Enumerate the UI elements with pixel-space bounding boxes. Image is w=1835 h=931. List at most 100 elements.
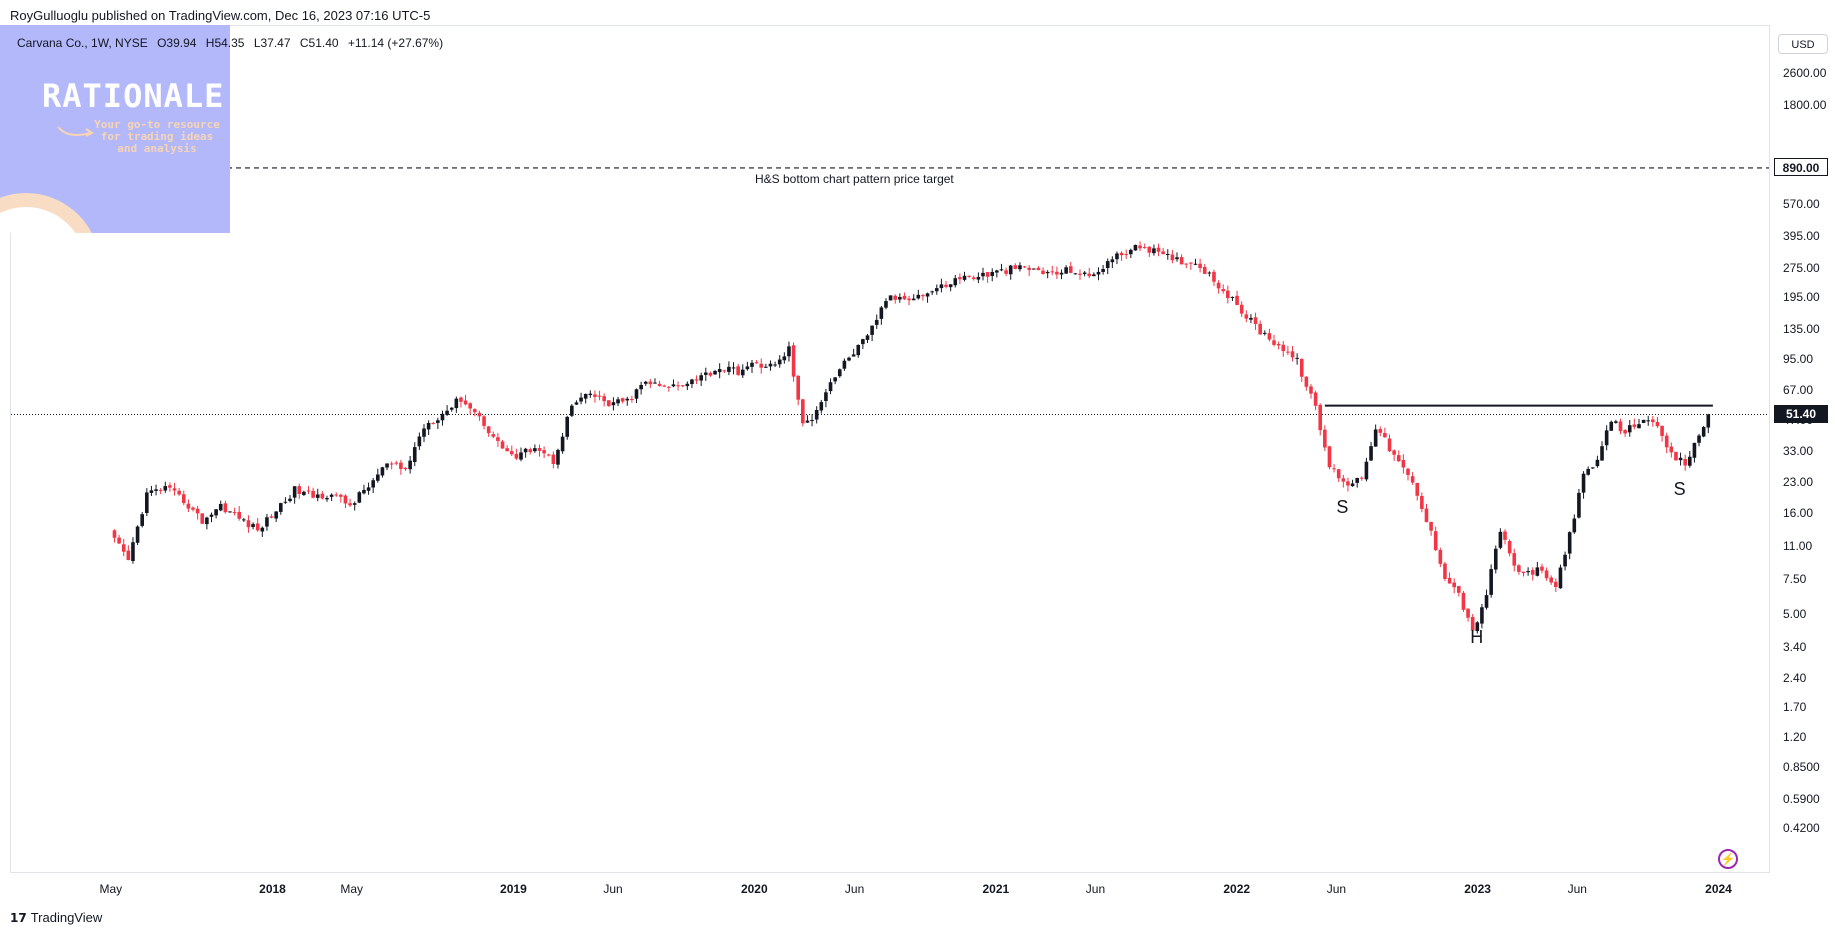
candle [1119,251,1124,261]
candle [1369,441,1373,461]
y-tick-label: 11.00 [1783,538,1813,553]
candle [1600,441,1604,461]
candle [1152,244,1156,256]
x-tick-label: 2024 [1705,882,1732,896]
candle [648,379,653,388]
candle [1581,471,1586,499]
candle [357,491,362,504]
candle [486,425,491,437]
legend-change: +11.14 (+27.67%) [347,36,444,50]
tradingview-logo-icon: 17 [10,911,27,925]
candle [971,275,976,281]
candle [1410,472,1415,485]
candle [796,375,800,406]
candle [1651,416,1655,427]
candle [1239,301,1244,317]
candle [588,390,593,398]
legend-symbol[interactable]: Carvana Co., 1W, NYSE [17,36,148,50]
currency-selector[interactable]: USD [1778,34,1828,54]
x-tick-label: Jun [603,882,623,896]
chart-pane[interactable] [10,25,1770,873]
candle [985,272,990,283]
candle [389,461,394,470]
candle [602,393,606,407]
candle [315,488,320,502]
candle [1355,477,1359,488]
candle [925,292,930,303]
lightning-icon[interactable]: ⚡ [1718,849,1738,869]
x-tick-label: Jun [1326,882,1347,896]
candle [1004,267,1008,277]
candle [851,348,856,357]
candle [1443,561,1447,582]
candle [921,294,925,301]
candle [260,526,265,537]
candle [283,497,288,504]
candle [653,378,657,384]
y-tick-label: 0.5900 [1783,791,1820,806]
candle [1295,353,1299,365]
candle [676,381,680,391]
candle [934,284,939,295]
tradingview-logo[interactable]: 17 TradingView [10,910,102,925]
candle [1216,280,1221,294]
candle [556,448,560,469]
candle [1512,548,1517,572]
candle [643,380,648,386]
candle [1073,273,1078,275]
candle [745,361,750,371]
candle [1147,246,1152,258]
candle [1683,454,1687,471]
x-tick-label: May [99,882,123,896]
candle [948,284,953,292]
candle [352,501,357,511]
candle [1563,551,1567,571]
candle [422,424,426,443]
candle [879,305,884,325]
candle [1535,561,1540,577]
candle [1433,526,1438,552]
candle [833,377,837,385]
candle [1688,451,1692,468]
candle [657,380,662,387]
candle [1401,454,1406,474]
y-tick-label: 2.40 [1783,670,1807,685]
candle [995,269,999,278]
y-tick-label: 16.00 [1783,506,1814,521]
candle [1267,328,1272,342]
candle [1346,477,1350,492]
candle [482,415,486,430]
candle [218,500,223,512]
candle [1124,249,1128,259]
candle [967,275,971,278]
y-tick-label: 7.50 [1783,571,1807,586]
x-tick-label: Jun [844,882,865,896]
candle [1027,265,1031,277]
candle [680,384,685,388]
candle [1604,425,1609,451]
candle [1032,268,1036,270]
candle [1276,341,1281,350]
candle [1424,503,1429,523]
candle [1323,425,1327,452]
candle [131,537,135,564]
candle [570,403,574,418]
candle [616,396,620,407]
x-tick-label: May [340,882,364,896]
candle [528,447,533,455]
price-chart[interactable] [11,26,1770,873]
candle [1526,567,1530,576]
candle [1230,296,1235,302]
candle [782,352,787,364]
candle [1059,269,1064,280]
candle [699,372,703,387]
candle [1590,467,1595,469]
x-tick-label: 2019 [500,882,527,896]
candle [1655,416,1660,429]
candle [491,431,496,439]
candle [1115,251,1119,265]
candle [1055,266,1059,279]
candle [944,281,948,289]
candle [1498,528,1503,550]
candle [773,361,777,368]
